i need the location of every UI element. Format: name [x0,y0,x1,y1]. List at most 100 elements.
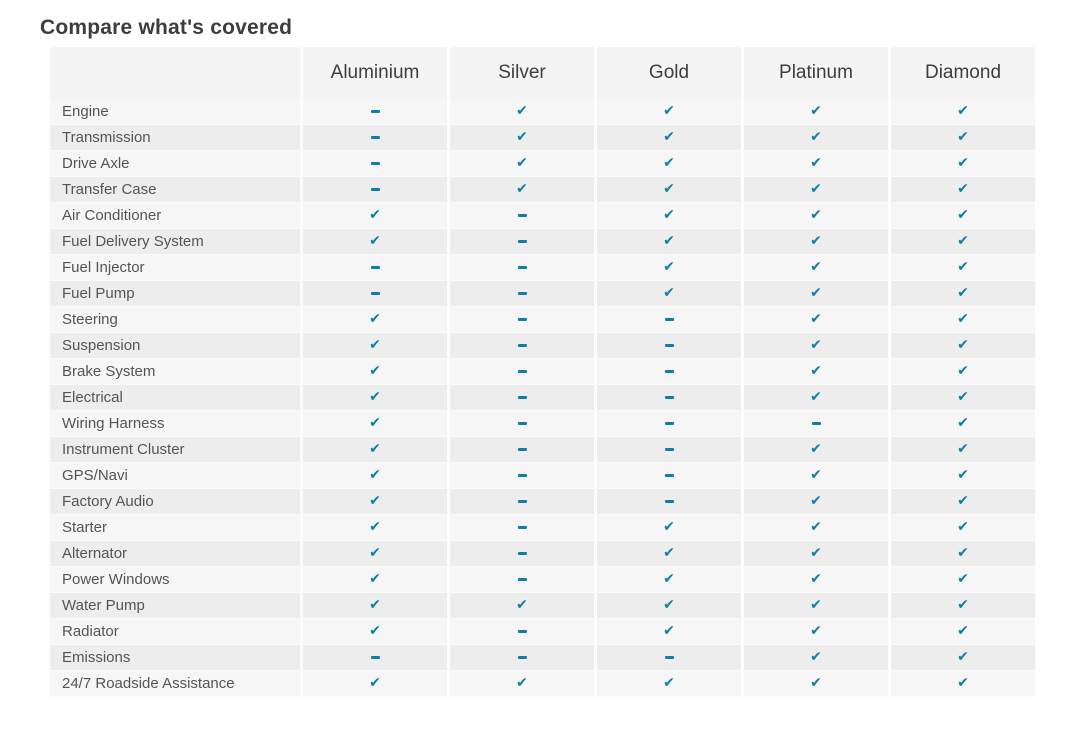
check-icon: ✔ [810,284,822,301]
dash-icon [517,318,527,321]
row-label: Drive Axle [62,155,130,172]
check-icon: ✔ [810,518,822,535]
table-row: Steering ✔ ✔ ✔ [50,307,1035,333]
check-icon: ✔ [663,102,675,119]
coverage-cell [300,151,447,176]
coverage-cell: ✔ [300,593,447,618]
row-label: Power Windows [62,571,170,588]
coverage-cell: ✔ [741,619,888,644]
coverage-cell: ✔ [888,619,1035,644]
coverage-cell [594,411,741,436]
dash-icon [370,292,380,295]
check-icon: ✔ [957,388,969,405]
check-icon: ✔ [663,284,675,301]
dash-icon [370,266,380,269]
coverage-cell: ✔ [300,385,447,410]
coverage-cell: ✔ [741,385,888,410]
dash-icon [517,214,527,217]
check-icon: ✔ [516,180,528,197]
coverage-cell: ✔ [300,541,447,566]
coverage-cell: ✔ [741,255,888,280]
dash-icon [517,370,527,373]
dash-icon [664,396,674,399]
check-icon: ✔ [810,258,822,275]
plan-header-silver: Silver [447,47,594,99]
coverage-cell: ✔ [741,333,888,358]
table-row: Air Conditioner ✔ ✔ ✔ ✔ [50,203,1035,229]
check-icon: ✔ [957,310,969,327]
coverage-cell: ✔ [741,307,888,332]
check-icon: ✔ [663,570,675,587]
dash-icon [517,526,527,529]
coverage-cell: ✔ [594,125,741,150]
row-label: Starter [62,519,108,536]
row-label: Transmission [62,129,151,146]
table-row: Water Pump ✔ ✔ ✔ ✔ ✔ [50,593,1035,619]
coverage-cell [447,385,594,410]
dash-icon [664,474,674,477]
coverage-cell [447,463,594,488]
coverage-cell: ✔ [888,307,1035,332]
coverage-cell: ✔ [741,281,888,306]
table-row: Drive Axle ✔ ✔ ✔ ✔ [50,151,1035,177]
coverage-cell: ✔ [888,437,1035,462]
check-icon: ✔ [810,154,822,171]
row-label: Water Pump [62,597,145,614]
table-row: Electrical ✔ ✔ ✔ [50,385,1035,411]
check-icon: ✔ [369,466,381,483]
check-icon: ✔ [663,128,675,145]
check-icon: ✔ [957,284,969,301]
coverage-cell: ✔ [300,307,447,332]
coverage-cell: ✔ [888,359,1035,384]
coverage-cell: ✔ [594,567,741,592]
table-row: Alternator ✔ ✔ ✔ ✔ [50,541,1035,567]
row-label: GPS/Navi [62,467,128,484]
coverage-cell: ✔ [594,99,741,124]
coverage-cell: ✔ [447,671,594,696]
coverage-cell [447,229,594,254]
check-icon: ✔ [957,102,969,119]
coverage-cell: ✔ [741,567,888,592]
coverage-cell: ✔ [888,567,1035,592]
row-label: Fuel Delivery System [62,233,204,250]
coverage-cell: ✔ [594,177,741,202]
coverage-cell: ✔ [300,229,447,254]
coverage-cell [447,567,594,592]
coverage-cell: ✔ [888,229,1035,254]
row-label: Alternator [62,545,128,562]
coverage-cell: ✔ [888,99,1035,124]
coverage-cell [447,645,594,670]
dash-icon [517,656,527,659]
dash-icon [811,422,821,425]
coverage-cell: ✔ [741,177,888,202]
row-label: Radiator [62,623,119,640]
row-label: Brake System [62,363,156,380]
plan-header-aluminium: Aluminium [300,47,447,99]
coverage-cell: ✔ [888,411,1035,436]
coverage-cell [447,619,594,644]
check-icon: ✔ [810,232,822,249]
check-icon: ✔ [810,596,822,613]
row-label: Fuel Injector [62,259,145,276]
coverage-cell: ✔ [888,125,1035,150]
check-icon: ✔ [810,674,822,691]
dash-icon [664,318,674,321]
check-icon: ✔ [810,336,822,353]
coverage-cell: ✔ [741,151,888,176]
coverage-cell [447,437,594,462]
check-icon: ✔ [663,622,675,639]
check-icon: ✔ [810,544,822,561]
coverage-cell: ✔ [300,333,447,358]
coverage-cell: ✔ [888,593,1035,618]
coverage-cell: ✔ [888,203,1035,228]
table-row: GPS/Navi ✔ ✔ ✔ [50,463,1035,489]
row-label: Instrument Cluster [62,441,185,458]
check-icon: ✔ [663,180,675,197]
check-icon: ✔ [810,622,822,639]
coverage-cell: ✔ [888,385,1035,410]
coverage-cell: ✔ [888,177,1035,202]
coverage-cell: ✔ [888,671,1035,696]
dash-icon [517,240,527,243]
check-icon: ✔ [957,570,969,587]
coverage-cell: ✔ [741,125,888,150]
